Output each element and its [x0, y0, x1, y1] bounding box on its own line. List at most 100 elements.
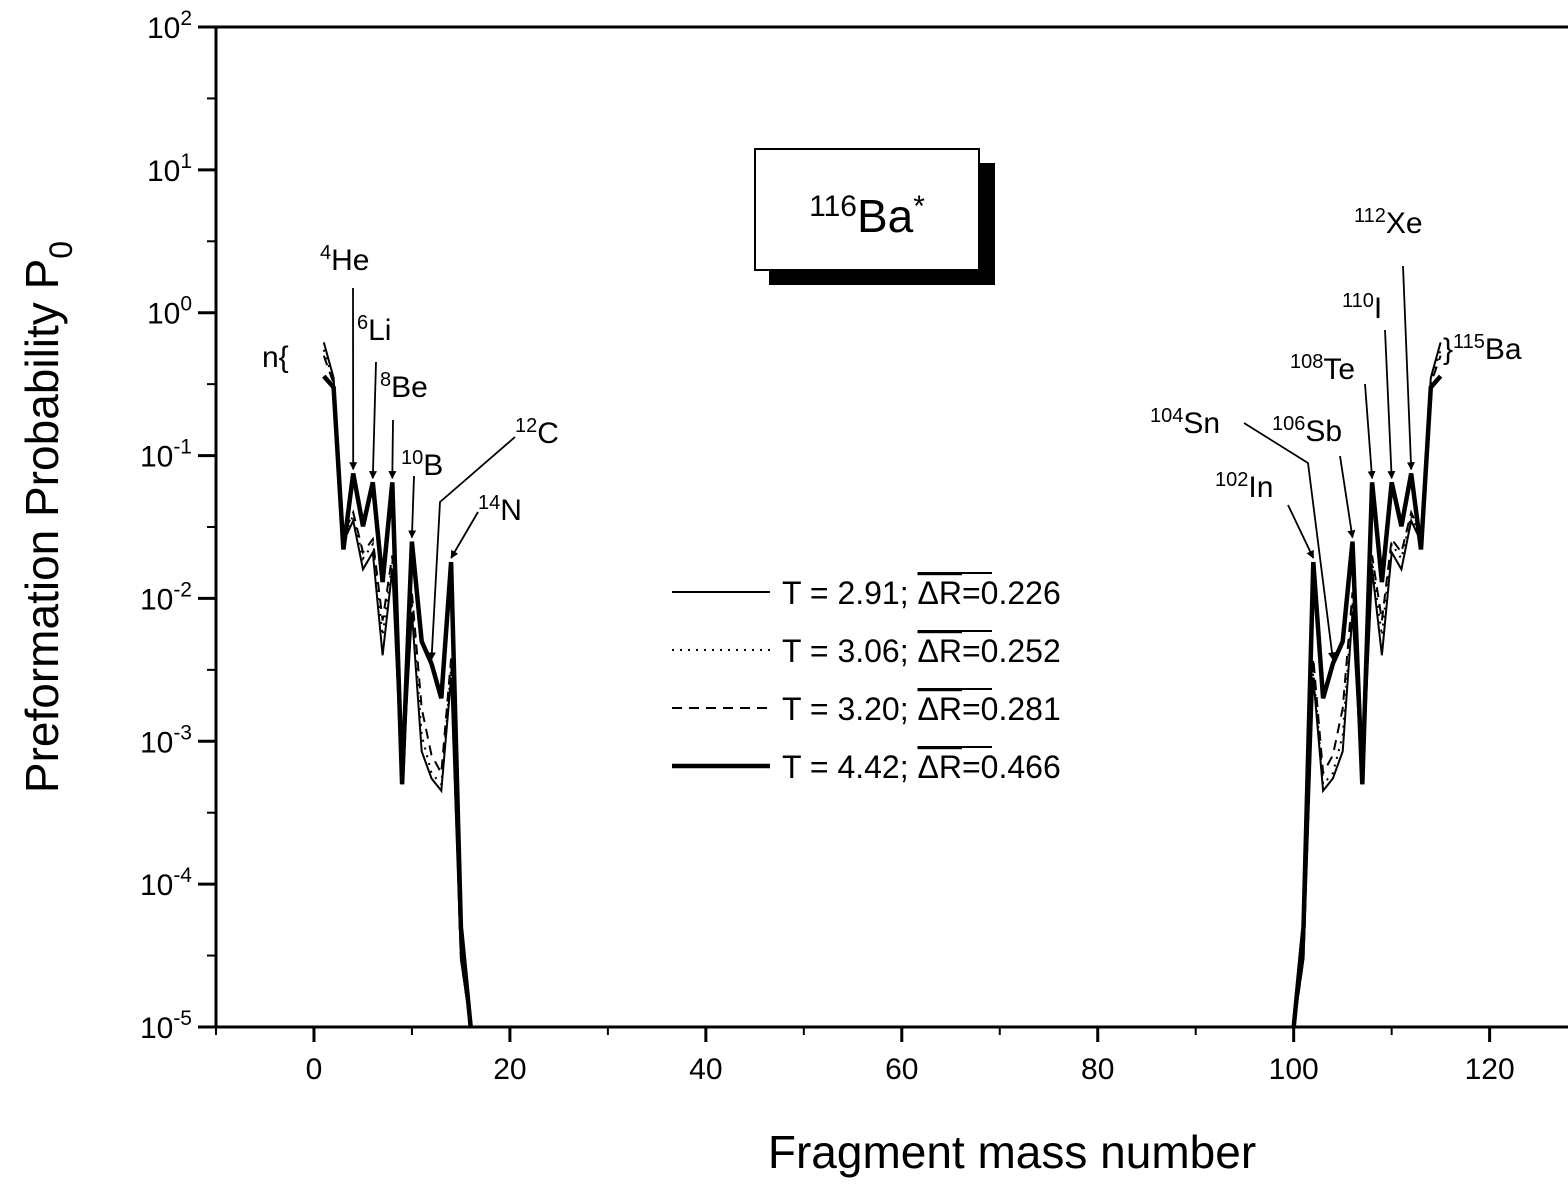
legend-entry: T = 3.20; ΔR=0.281 — [672, 688, 1061, 727]
fragment-symbol: Be — [391, 371, 428, 404]
fragment-arrow — [427, 436, 516, 661]
fragment-mass-number: 106 — [1272, 413, 1305, 435]
fragment-symbol: C — [537, 417, 559, 450]
y-tick-label: 10-2 — [140, 578, 192, 616]
fragment-arrow — [450, 511, 479, 559]
legend-entry: T = 3.06; ΔR=0.252 — [672, 630, 1061, 669]
fragment-mass-number: 12 — [515, 415, 537, 437]
fragment-label: 106Sb — [1272, 413, 1342, 448]
legend-delta-r: ΔR — [918, 691, 962, 727]
fragment-symbol: I — [1374, 292, 1382, 325]
fragment-mass-number: 6 — [357, 312, 368, 334]
fragment-annotation: 10B — [401, 447, 443, 539]
x-tick-label: 120 — [1465, 1053, 1515, 1086]
nucleus-mass-number: 116 — [809, 190, 857, 223]
fragment-symbol: Ba — [1485, 333, 1522, 366]
y-tick-exponent: -3 — [173, 721, 192, 744]
fragment-label: 112Xe — [1354, 205, 1423, 240]
fragment-arrow — [1287, 504, 1315, 559]
fragment-label: }115Ba — [1443, 331, 1522, 366]
legend-delta-r-value: =0.281 — [962, 691, 1061, 727]
fragment-label: 10B — [401, 447, 443, 482]
fragment-symbol: N — [500, 494, 522, 527]
legend-temperature: T = 2.91; — [782, 575, 918, 611]
fragment-annotation: 106Sb — [1272, 413, 1356, 539]
fragment-mass-number: 14 — [478, 492, 500, 514]
fragment-annotation: 102In — [1215, 469, 1315, 559]
x-tick-label: 20 — [493, 1053, 526, 1086]
y-tick-label: 100 — [147, 293, 192, 331]
fragment-label: 12C — [515, 415, 559, 450]
fragment-annotation: 110I — [1342, 290, 1396, 480]
fragment-prefix: } — [1443, 333, 1453, 366]
fragment-annotation: }115Ba — [1443, 331, 1522, 366]
nucleus-label: 116Ba* — [809, 190, 925, 242]
fragment-arrow — [368, 361, 377, 480]
fragment-label: 102In — [1215, 469, 1273, 504]
box-frame — [754, 148, 980, 271]
x-tick-label: 40 — [689, 1053, 722, 1086]
y-axis-title-subscript: 0 — [43, 241, 79, 259]
fragment-mass-number: 102 — [1215, 469, 1248, 491]
y-tick-exponent: -4 — [173, 864, 192, 887]
fragment-annotation: 14N — [450, 492, 522, 559]
nucleus-excited-mark: * — [913, 190, 925, 223]
x-axis-title: Fragment mass number — [768, 1126, 1256, 1178]
fragment-annotation: 8Be — [380, 369, 428, 480]
series-line-thick — [1291, 374, 1443, 1028]
legend-entry: T = 2.91; ΔR=0.226 — [672, 572, 1061, 611]
legend-label: T = 3.06; ΔR=0.252 — [782, 633, 1061, 669]
y-tick-exponent: 1 — [180, 150, 192, 173]
legend-label: T = 4.42; ΔR=0.466 — [782, 749, 1061, 785]
y-tick-label: 101 — [147, 150, 192, 188]
y-tick-base: 10 — [140, 726, 173, 759]
fragment-mass-number: 115 — [1453, 331, 1485, 353]
legend-delta-r: ΔR — [918, 749, 962, 785]
fragment-symbol: Sb — [1305, 415, 1342, 448]
fragment-symbol: Te — [1323, 353, 1355, 386]
fragment-symbol: B — [423, 449, 443, 482]
fragment-arrow — [1402, 265, 1415, 471]
y-tick-base: 10 — [140, 1012, 173, 1045]
y-tick-base: 10 — [140, 869, 173, 902]
axis-titles: Fragment mass number Preformation Probabi… — [16, 241, 1256, 1178]
y-axis-title-main: Preformation Probability P — [16, 259, 68, 793]
fragment-annotation: 4He — [320, 242, 369, 471]
fragment-symbol: n{ — [262, 341, 289, 374]
legend-delta-r-value: =0.466 — [962, 749, 1061, 785]
x-tick-label: 80 — [1081, 1053, 1114, 1086]
y-tick-label: 10-4 — [140, 864, 192, 902]
fragment-symbol: In — [1248, 471, 1273, 504]
y-tick-base: 10 — [147, 155, 180, 188]
y-tick-exponent: 0 — [180, 293, 192, 316]
fragment-arrow — [1339, 455, 1356, 539]
y-tick-label: 10-1 — [140, 436, 192, 474]
fragment-symbol: Xe — [1386, 207, 1423, 240]
fragment-label: 14N — [478, 492, 522, 527]
y-tick-label: 10-5 — [140, 1007, 192, 1045]
y-tick-label: 102 — [147, 7, 192, 45]
fragment-mass-number: 104 — [1150, 405, 1183, 427]
fragment-label: 104Sn — [1150, 405, 1220, 440]
legend-delta-r-value: =0.252 — [962, 633, 1061, 669]
fragment-arrow — [1243, 422, 1336, 661]
y-tick-base: 10 — [147, 12, 180, 45]
y-tick-label: 10-3 — [140, 721, 192, 759]
y-tick-exponent: -1 — [173, 436, 192, 459]
legend-label: T = 3.20; ΔR=0.281 — [782, 691, 1061, 727]
legend-label: T = 2.91; ΔR=0.226 — [782, 575, 1061, 611]
fragment-symbol: Li — [368, 314, 391, 347]
fragment-symbol: He — [331, 244, 369, 277]
fragment-label: n{ — [262, 341, 289, 374]
legend-temperature: T = 3.06; — [782, 633, 918, 669]
fragment-annotation: 108Te — [1290, 351, 1376, 480]
y-tick-exponent: 2 — [180, 7, 192, 30]
fragment-label: 110I — [1342, 290, 1382, 325]
fragment-arrow — [1364, 383, 1376, 480]
fragment-arrow — [408, 475, 417, 539]
series-layer — [322, 342, 1443, 1028]
fragment-label: 108Te — [1290, 351, 1355, 386]
